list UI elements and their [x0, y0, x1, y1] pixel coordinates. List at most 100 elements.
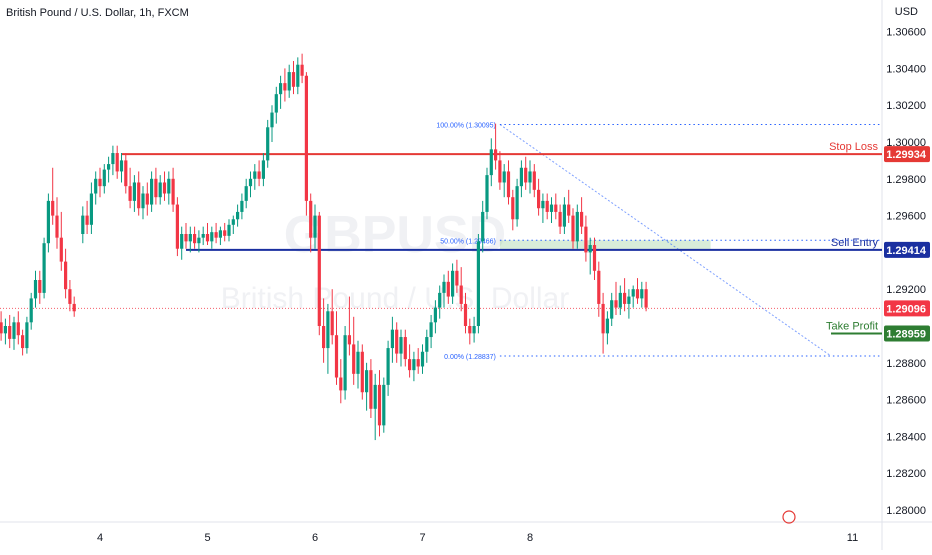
- candle[interactable]: [459, 267, 463, 312]
- candle[interactable]: [89, 182, 93, 234]
- candle[interactable]: [455, 259, 459, 293]
- candle[interactable]: [115, 145, 119, 179]
- candle[interactable]: [601, 292, 605, 354]
- candle[interactable]: [451, 263, 455, 304]
- candle[interactable]: [68, 280, 72, 312]
- candle[interactable]: [29, 292, 33, 330]
- candle[interactable]: [317, 211, 321, 336]
- candle[interactable]: [137, 171, 141, 216]
- time-axis[interactable]: 45678111213: [97, 510, 932, 544]
- candle[interactable]: [399, 329, 403, 367]
- candle[interactable]: [313, 204, 317, 249]
- candle[interactable]: [571, 208, 575, 249]
- candle[interactable]: [46, 193, 50, 253]
- candle[interactable]: [8, 314, 12, 349]
- candle[interactable]: [511, 189, 515, 231]
- candle[interactable]: [390, 316, 394, 363]
- candle[interactable]: [94, 171, 98, 205]
- candle[interactable]: [330, 289, 334, 345]
- candle[interactable]: [640, 281, 644, 308]
- current-price-badge[interactable]: [884, 300, 930, 317]
- stop-loss-price-badge[interactable]: [884, 146, 930, 163]
- candle[interactable]: [485, 167, 489, 220]
- candle[interactable]: [167, 171, 171, 205]
- candle[interactable]: [618, 285, 622, 315]
- candle[interactable]: [352, 316, 356, 385]
- candle[interactable]: [575, 204, 579, 249]
- candle[interactable]: [326, 303, 330, 374]
- candle[interactable]: [309, 193, 313, 253]
- candle[interactable]: [81, 206, 85, 244]
- candle[interactable]: [223, 222, 227, 242]
- candle[interactable]: [270, 105, 274, 142]
- candle[interactable]: [240, 193, 244, 220]
- candle[interactable]: [257, 160, 261, 187]
- candle[interactable]: [373, 373, 377, 441]
- candle[interactable]: [356, 340, 360, 389]
- candle[interactable]: [644, 281, 648, 312]
- candle[interactable]: [481, 200, 485, 253]
- candle[interactable]: [124, 153, 128, 194]
- candle[interactable]: [506, 160, 511, 205]
- candle[interactable]: [592, 237, 597, 280]
- candle[interactable]: [12, 316, 16, 350]
- candle[interactable]: [433, 300, 437, 334]
- candle[interactable]: [218, 226, 222, 246]
- candle[interactable]: [347, 296, 351, 356]
- candle[interactable]: [205, 222, 210, 246]
- candle[interactable]: [545, 193, 549, 220]
- candle[interactable]: [279, 75, 283, 109]
- currency-label[interactable]: USD: [894, 6, 918, 18]
- candle[interactable]: [102, 164, 106, 194]
- candle[interactable]: [365, 362, 369, 411]
- candle[interactable]: [420, 344, 425, 374]
- candle[interactable]: [322, 298, 326, 363]
- candle[interactable]: [395, 322, 399, 363]
- take-profit-price-badge[interactable]: [884, 325, 930, 342]
- candle[interactable]: [610, 292, 614, 326]
- candle[interactable]: [476, 234, 480, 334]
- candle[interactable]: [51, 167, 55, 225]
- candle[interactable]: [145, 182, 149, 216]
- candle[interactable]: [597, 261, 601, 317]
- candle[interactable]: [541, 193, 545, 223]
- candle[interactable]: [193, 226, 197, 249]
- candle[interactable]: [111, 145, 115, 176]
- candle[interactable]: [360, 344, 364, 400]
- candle[interactable]: [524, 156, 528, 190]
- fib-trendline[interactable]: [499, 124, 832, 357]
- candle[interactable]: [21, 329, 25, 356]
- candle[interactable]: [72, 296, 76, 317]
- candle[interactable]: [438, 285, 442, 319]
- candle[interactable]: [0, 311, 3, 341]
- candle[interactable]: [429, 314, 433, 349]
- candle[interactable]: [635, 278, 640, 304]
- candle[interactable]: [528, 160, 532, 194]
- candle[interactable]: [98, 167, 102, 198]
- candle[interactable]: [42, 237, 46, 299]
- candle[interactable]: [494, 123, 498, 170]
- candle[interactable]: [532, 164, 536, 198]
- candle[interactable]: [261, 153, 265, 187]
- candle[interactable]: [614, 281, 618, 315]
- candle[interactable]: [266, 119, 270, 168]
- candle[interactable]: [442, 274, 446, 308]
- candle[interactable]: [85, 200, 89, 234]
- candle[interactable]: [339, 359, 343, 404]
- candle[interactable]: [403, 329, 407, 367]
- candle[interactable]: [197, 230, 201, 253]
- candle[interactable]: [558, 204, 562, 234]
- candle[interactable]: [55, 197, 59, 249]
- candle[interactable]: [386, 340, 390, 396]
- candle[interactable]: [184, 222, 188, 249]
- candle[interactable]: [3, 318, 7, 345]
- candle[interactable]: [141, 186, 145, 220]
- candle[interactable]: [498, 151, 502, 190]
- levels-layer[interactable]: Stop Loss Sell Entry Take Profit: [0, 141, 882, 335]
- candle[interactable]: [334, 311, 339, 385]
- candle[interactable]: [631, 285, 635, 308]
- candle[interactable]: [519, 160, 523, 198]
- candle[interactable]: [412, 351, 416, 382]
- candle[interactable]: [304, 72, 308, 216]
- candle[interactable]: [468, 318, 472, 345]
